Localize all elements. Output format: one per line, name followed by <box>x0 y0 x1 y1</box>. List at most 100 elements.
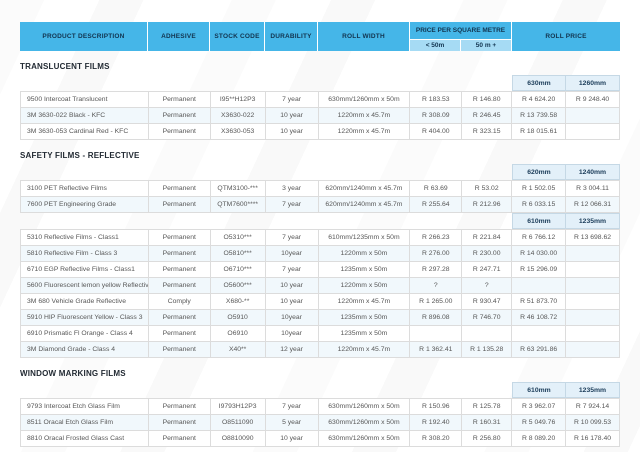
cell-stock-code: O8810090 <box>211 431 266 446</box>
cell-price-50m-plus: R 247.71 <box>462 262 513 277</box>
cell-adhesive: Permanent <box>149 124 211 139</box>
cell-price-under-50m: R 308.20 <box>410 431 463 446</box>
cell-price-under-50m: R 183.53 <box>410 92 463 107</box>
cell-roll-width: 620mm/1240mm x 45.7m <box>319 197 411 212</box>
cell-product-description: 3M 3630-053 Cardinal Red - KFC <box>21 124 149 139</box>
roll-size-label: 1260mm <box>566 75 620 91</box>
roll-size-label: 1235mm <box>566 382 620 398</box>
cell-durability: 10year <box>266 310 319 325</box>
table-row: 3M 3630-053 Cardinal Red - KFC Permanent X… <box>20 124 620 140</box>
table-row: 5910 HIP Fluorescent Yellow - Class 3 Per… <box>20 310 620 326</box>
cell-durability: 5 year <box>266 415 319 430</box>
roll-size-label: 630mm <box>512 75 566 91</box>
cell-durability: 10 year <box>266 278 319 293</box>
cell-product-description: 6910 Prismatic Fl Orange - Class 4 <box>21 326 149 341</box>
cell-roll-width: 630mm/1260mm x 50m <box>319 431 411 446</box>
cell-roll-price-1: R 46 108.72 <box>512 310 567 325</box>
cell-roll-price-2 <box>566 294 620 309</box>
rows-block: 9793 Intercoat Etch Glass Film Permanent I… <box>20 398 620 447</box>
rows-block: 9500 Intercoat Translucent Permanent I95**… <box>20 91 620 140</box>
cell-price-under-50m <box>410 326 463 341</box>
cell-roll-width: 630mm/1260mm x 50m <box>319 92 411 107</box>
cell-roll-price-1: R 13 739.58 <box>512 108 567 123</box>
roll-size-label: 1235mm <box>566 213 620 229</box>
cell-product-description: 5810 Reflective Film - Class 3 <box>21 246 149 261</box>
cell-durability: 10 year <box>266 124 319 139</box>
cell-stock-code: I95**H12P3 <box>211 92 266 107</box>
header-stock-code: STOCK CODE <box>210 22 265 51</box>
cell-price-under-50m: ? <box>410 278 463 293</box>
header-roll-price: ROLL PRICE <box>512 22 620 51</box>
cell-roll-width: 1235mm x 50m <box>319 262 411 277</box>
cell-product-description: 8511 Oracal Etch Glass Film <box>21 415 149 430</box>
cell-roll-price-1: R 14 030.00 <box>512 246 567 261</box>
table-row: 7600 PET Engineering Grade Permanent QTM76… <box>20 197 620 213</box>
cell-price-under-50m: R 63.69 <box>410 181 463 196</box>
section-title: TRANSLUCENT FILMS <box>20 62 110 71</box>
table-row: 3M 680 Vehicle Grade Reflective Comply X68… <box>20 294 620 310</box>
cell-durability: 7 year <box>266 92 319 107</box>
table-row: 5810 Reflective Film - Class 3 Permanent O… <box>20 246 620 262</box>
cell-product-description: 5600 Fluorescent lemon yellow Reflective <box>21 278 149 293</box>
cell-adhesive: Permanent <box>149 310 211 325</box>
roll-size-label: 620mm <box>512 164 566 180</box>
cell-adhesive: Permanent <box>149 342 211 357</box>
cell-roll-price-2 <box>566 262 620 277</box>
table-body: TRANSLUCENT FILMS 630mm 1260mm 9500 Interco… <box>20 62 620 447</box>
cell-adhesive: Permanent <box>149 262 211 277</box>
cell-stock-code: X40** <box>211 342 266 357</box>
header-adhesive: ADHESIVE <box>148 22 210 51</box>
table-row: 3M 3630-022 Black - KFC Permanent X3630-02… <box>20 108 620 124</box>
cell-price-50m-plus: R 53.02 <box>462 181 513 196</box>
section-title: WINDOW MARKING FILMS <box>20 369 126 378</box>
section: TRANSLUCENT FILMS 630mm 1260mm 9500 Interco… <box>20 62 620 140</box>
cell-roll-width: 630mm/1260mm x 50m <box>319 415 411 430</box>
rows-block: 5310 Reflective Films - Class1 Permanent O… <box>20 229 620 358</box>
cell-stock-code: O5600*** <box>211 278 266 293</box>
cell-durability: 10year <box>266 326 319 341</box>
cell-price-under-50m: R 297.28 <box>410 262 463 277</box>
cell-roll-price-2 <box>566 342 620 357</box>
cell-adhesive: Permanent <box>149 278 211 293</box>
cell-roll-price-2: R 9 248.40 <box>566 92 620 107</box>
cell-price-under-50m: R 896.08 <box>410 310 463 325</box>
cell-price-50m-plus: ? <box>462 278 513 293</box>
cell-roll-price-2 <box>566 310 620 325</box>
cell-price-under-50m: R 266.23 <box>410 230 463 245</box>
table-row: 5310 Reflective Films - Class1 Permanent O… <box>20 230 620 246</box>
roll-size-subheader: 610mm 1235mm <box>20 382 620 398</box>
header-product-description: PRODUCT DESCRIPTION <box>20 22 148 51</box>
cell-durability: 3 year <box>266 181 319 196</box>
cell-roll-price-2: R 12 066.31 <box>566 197 620 212</box>
cell-stock-code: QTM3100-*** <box>211 181 266 196</box>
cell-price-50m-plus: R 1 135.28 <box>462 342 513 357</box>
table-row: 5600 Fluorescent lemon yellow Reflective… <box>20 278 620 294</box>
cell-roll-price-2 <box>566 246 620 261</box>
cell-price-under-50m: R 255.64 <box>410 197 463 212</box>
roll-size-subheader: 610mm 1235mm <box>20 213 620 229</box>
header-sub-under-50m: < 50m <box>410 40 461 51</box>
table-row: 8810 Oracal Frosted Glass Cast Permanent O… <box>20 431 620 447</box>
cell-roll-width: 1235mm x 50m <box>319 326 411 341</box>
cell-roll-price-2: R 10 099.53 <box>566 415 620 430</box>
roll-size-subheader: 630mm 1260mm <box>20 75 620 91</box>
cell-roll-price-2: R 3 004.11 <box>566 181 620 196</box>
cell-adhesive: Comply <box>149 294 211 309</box>
cell-roll-price-2 <box>566 108 620 123</box>
cell-product-description: 8810 Oracal Frosted Glass Cast <box>21 431 149 446</box>
cell-durability: 10 year <box>266 294 319 309</box>
cell-stock-code: O5810*** <box>211 246 266 261</box>
cell-roll-price-1: R 51 873.70 <box>512 294 567 309</box>
roll-size-label: 610mm <box>512 213 566 229</box>
cell-roll-price-1: R 8 089.20 <box>512 431 567 446</box>
cell-product-description: 3M 680 Vehicle Grade Reflective <box>21 294 149 309</box>
roll-size-label: 1240mm <box>566 164 620 180</box>
cell-durability: 7 year <box>266 230 319 245</box>
cell-adhesive: Permanent <box>149 431 211 446</box>
section: SAFETY FILMS - REFLECTIVE 620mm 1240mm 3100… <box>20 151 620 358</box>
table-header-row: PRODUCT DESCRIPTION ADHESIVE STOCK CODE … <box>20 22 620 51</box>
cell-roll-width: 1220mm x 45.7m <box>319 342 411 357</box>
table-row: 8511 Oracal Etch Glass Film Permanent O851… <box>20 415 620 431</box>
cell-roll-price-2: R 7 924.14 <box>566 399 620 414</box>
cell-roll-price-1 <box>512 326 567 341</box>
